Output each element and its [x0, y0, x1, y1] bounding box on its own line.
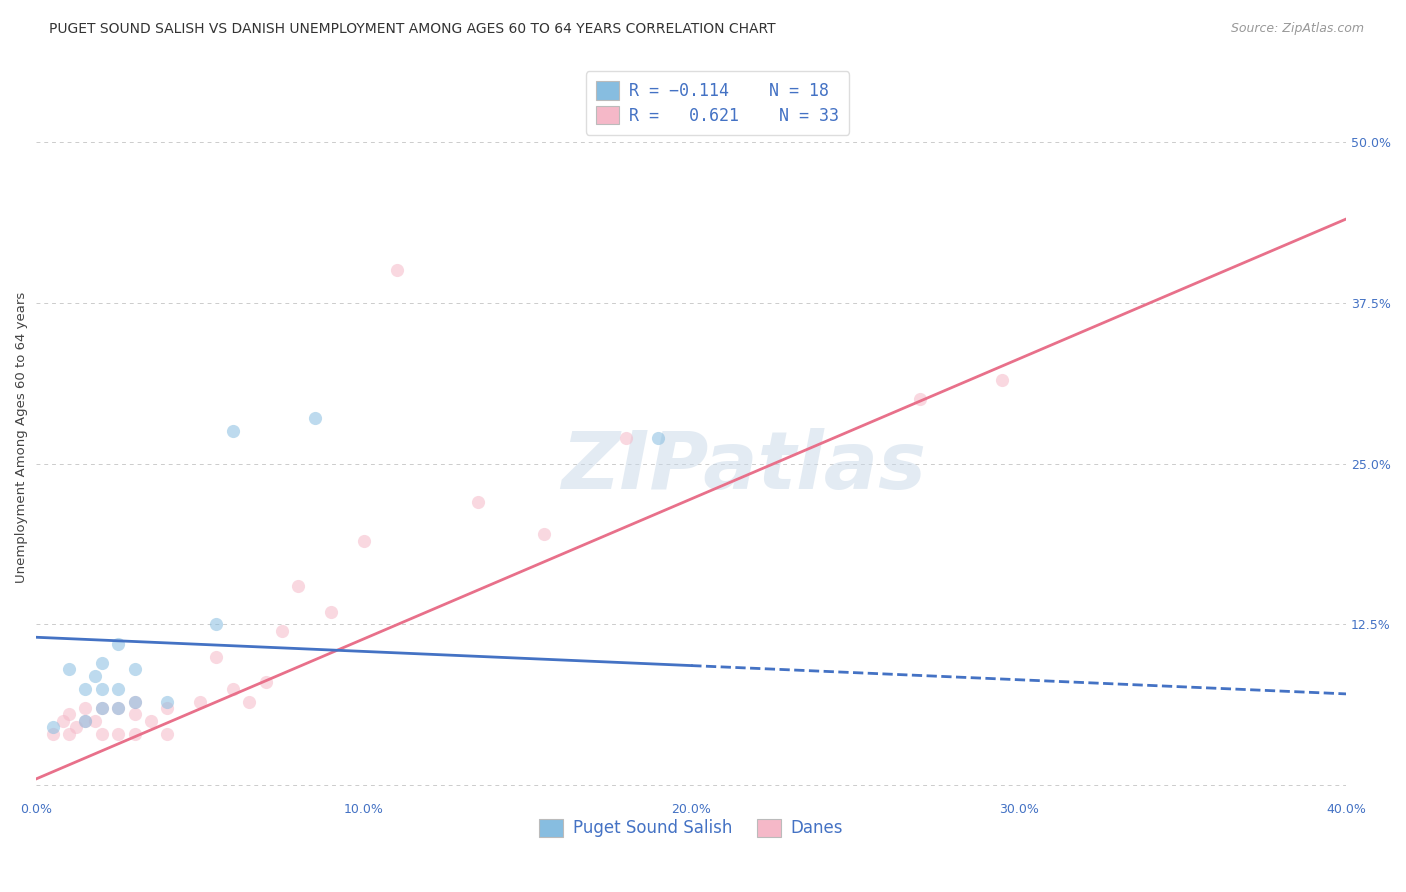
Point [75, 714, 97, 728]
Point [385, 263, 408, 277]
Text: Source: ZipAtlas.com: Source: ZipAtlas.com [1230, 22, 1364, 36]
Point [991, 373, 1014, 387]
Text: PUGET SOUND SALISH VS DANISH UNEMPLOYMENT AMONG AGES 60 TO 64 YEARS CORRELATION : PUGET SOUND SALISH VS DANISH UNEMPLOYMEN… [49, 22, 776, 37]
Point [254, 675, 277, 690]
Point [222, 681, 245, 696]
Point [124, 727, 146, 741]
Point [139, 714, 162, 728]
Y-axis label: Unemployment Among Ages 60 to 64 years: Unemployment Among Ages 60 to 64 years [15, 293, 28, 583]
Point [156, 695, 179, 709]
Point [205, 649, 228, 664]
Point [107, 727, 129, 741]
Point [75, 714, 97, 728]
Point [353, 533, 375, 548]
Point [107, 701, 129, 715]
Point [222, 425, 245, 439]
Point [238, 695, 260, 709]
Point [58, 662, 80, 676]
Point [124, 695, 146, 709]
Point [51, 714, 73, 728]
Point [107, 681, 129, 696]
Point [124, 707, 146, 722]
Point [319, 605, 342, 619]
Point [647, 431, 669, 445]
Point [90, 701, 112, 715]
Point [41, 727, 63, 741]
Point [614, 431, 637, 445]
Text: ZIPatlas: ZIPatlas [561, 427, 927, 506]
Point [90, 701, 112, 715]
Point [84, 669, 107, 683]
Point [58, 707, 80, 722]
Point [124, 662, 146, 676]
Point [75, 681, 97, 696]
Point [65, 720, 87, 734]
Point [188, 695, 211, 709]
Point [467, 495, 489, 509]
Point [75, 701, 97, 715]
Point [156, 701, 179, 715]
Point [271, 624, 294, 638]
Legend: Puget Sound Salish, Danes: Puget Sound Salish, Danes [533, 812, 849, 844]
Point [58, 727, 80, 741]
Point [156, 727, 179, 741]
Point [90, 727, 112, 741]
Point [287, 579, 309, 593]
Point [304, 411, 326, 425]
Point [107, 637, 129, 651]
Point [84, 714, 107, 728]
Point [205, 617, 228, 632]
Point [107, 701, 129, 715]
Point [124, 695, 146, 709]
Point [90, 681, 112, 696]
Point [90, 656, 112, 670]
Point [533, 527, 555, 541]
Point [41, 720, 63, 734]
Point [910, 392, 932, 407]
